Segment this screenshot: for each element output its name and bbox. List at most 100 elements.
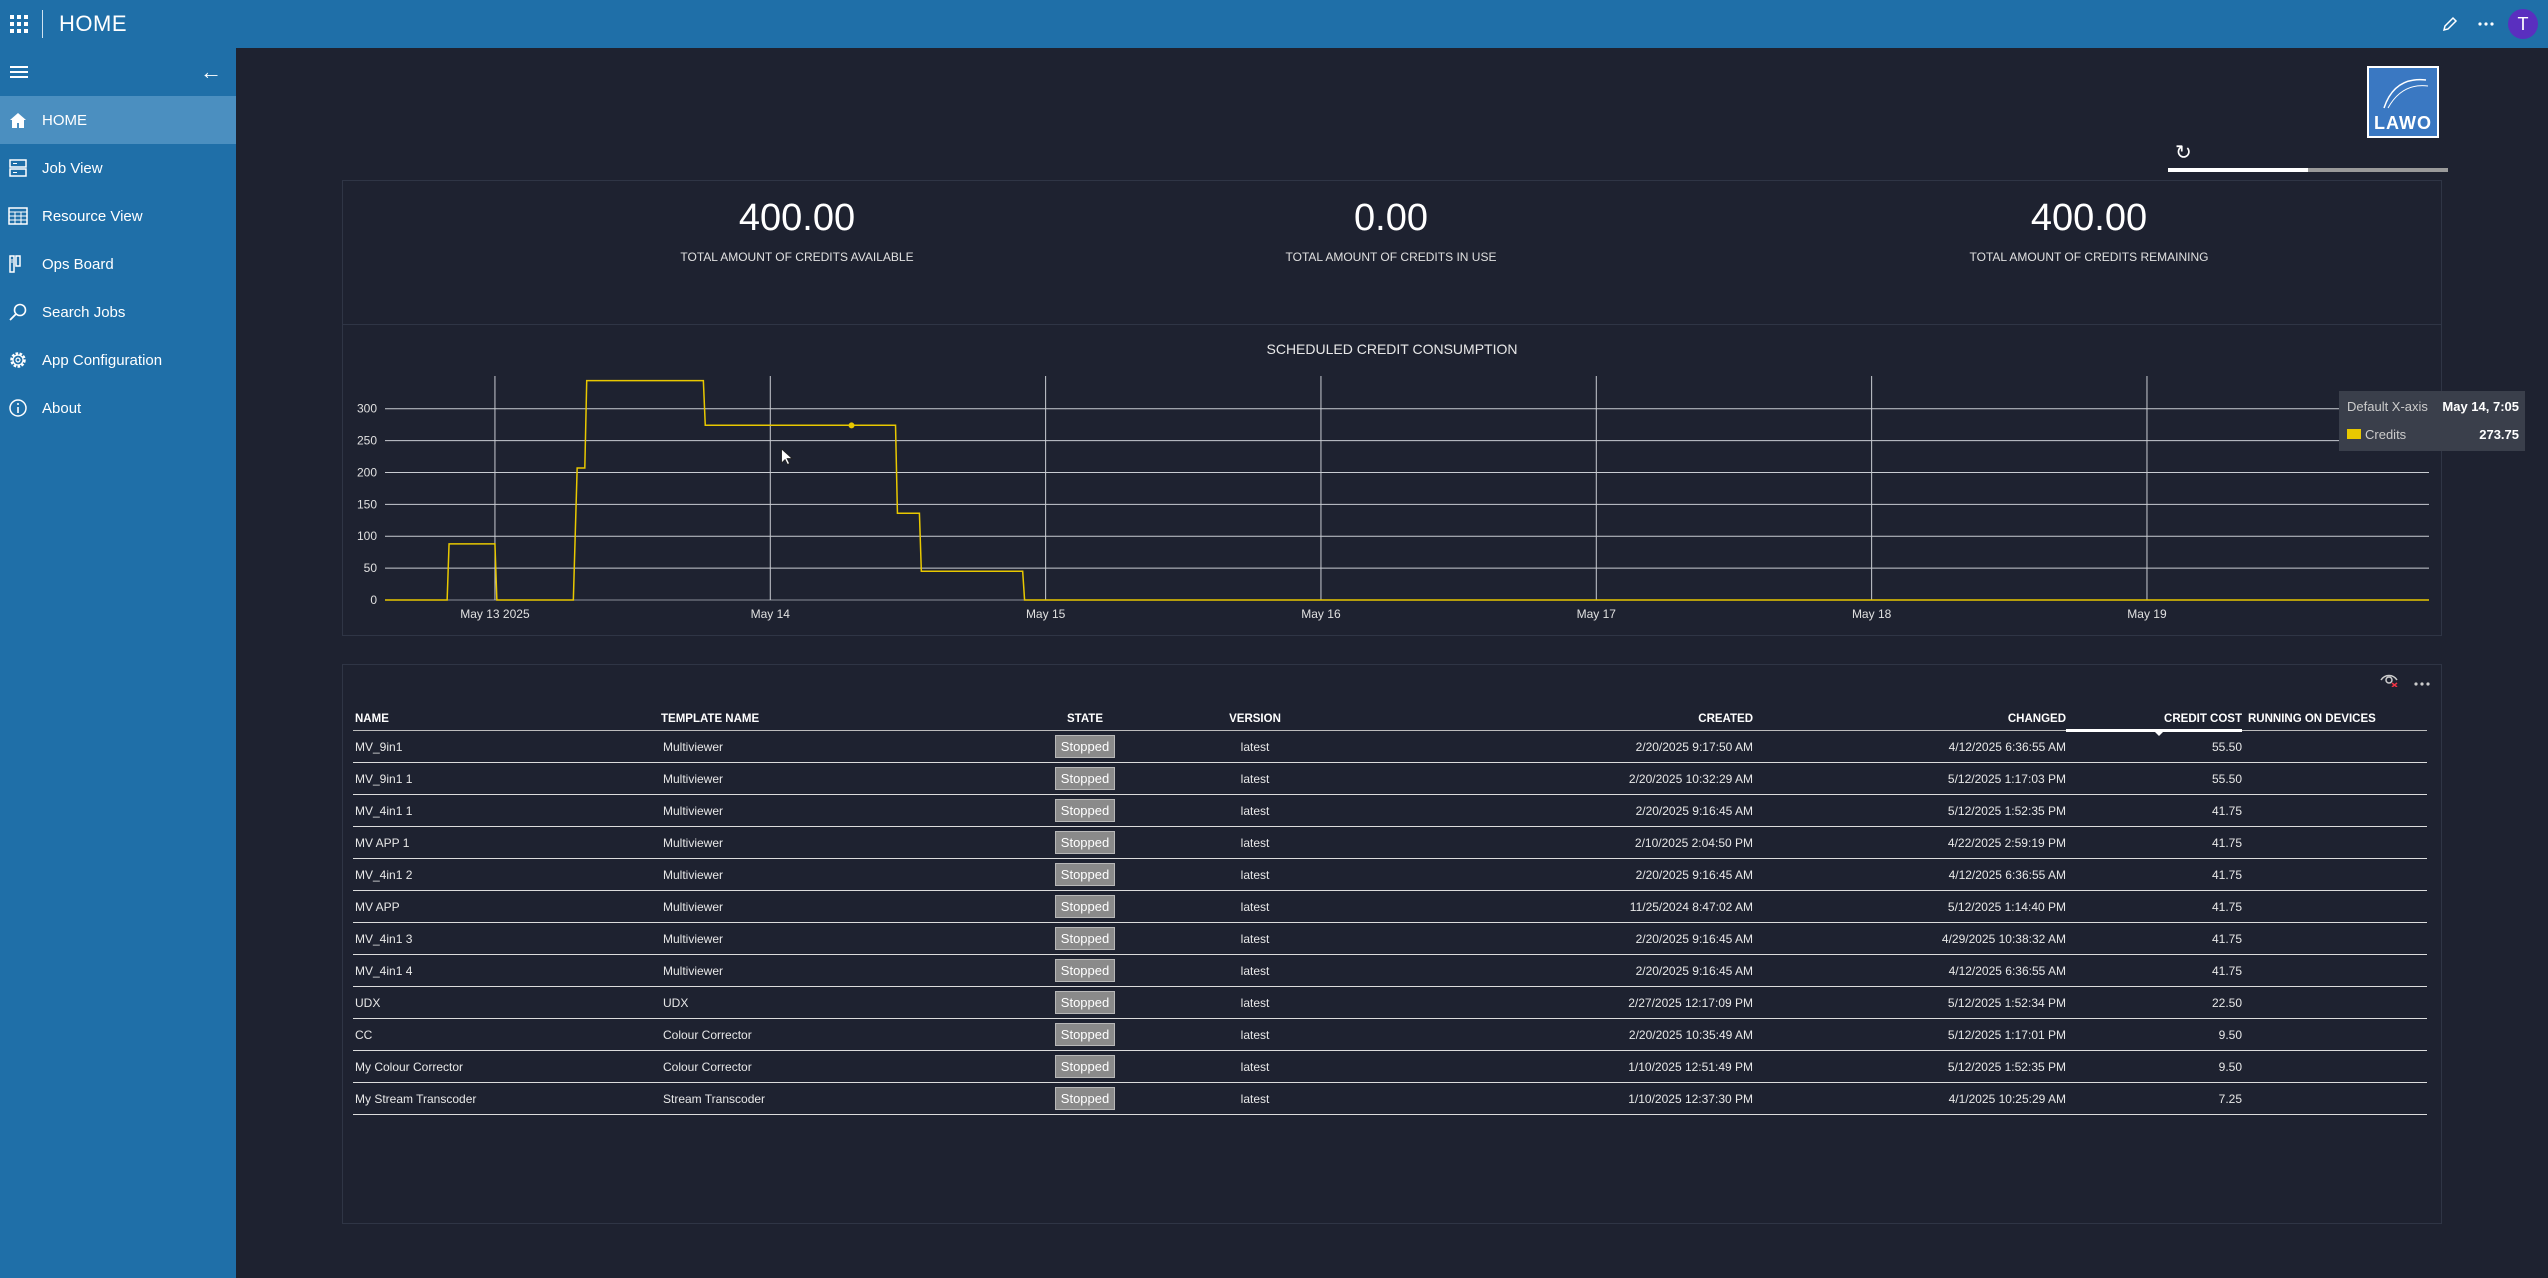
cell-credit-cost: 41.75 (2211, 835, 2242, 850)
home-icon (8, 109, 34, 131)
table-body: MV_9in1 Multiviewer Stopped latest 2/20/2025… (353, 731, 2427, 1115)
kpi-label: TOTAL AMOUNT OF CREDITS REMAINING (1969, 250, 2209, 264)
sidebar: ← HOME Job View Resource View Ops Board … (0, 48, 236, 1278)
cell-name: MV_4in1 1 (355, 803, 413, 818)
kpi-label: TOTAL AMOUNT OF CREDITS IN USE (1285, 250, 1497, 264)
table-more-options-button[interactable] (2413, 671, 2431, 692)
cell-name: CC (355, 1027, 373, 1042)
cell-created: 2/20/2025 9:17:50 AM (1635, 739, 1753, 754)
status-badge: Stopped (1054, 991, 1116, 1014)
eye-off-icon (2380, 674, 2398, 688)
cell-template-name: Multiviewer (663, 931, 724, 946)
cell-created: 1/10/2025 12:37:30 PM (1628, 1091, 1753, 1106)
sidebar-item-label: Ops Board (42, 255, 114, 273)
table-row[interactable]: MV_4in1 4 Multiviewer Stopped latest 2/20/20… (353, 955, 2427, 987)
cell-changed: 4/12/2025 6:36:55 AM (1948, 739, 2066, 754)
x-tick-label: May 14 (751, 607, 791, 621)
cell-state: Stopped (1025, 795, 1145, 826)
cell-state: Stopped (1025, 731, 1145, 762)
cell-state: Stopped (1025, 827, 1145, 858)
cell-version: latest (1240, 963, 1270, 978)
sidebar-item-resource-view[interactable]: Resource View (0, 192, 236, 240)
status-badge: Stopped (1054, 895, 1116, 918)
status-badge: Stopped (1054, 1023, 1116, 1046)
table-row[interactable]: MV_4in1 3 Multiviewer Stopped latest 2/20/20… (353, 923, 2427, 955)
cell-changed: 5/12/2025 1:52:35 PM (1947, 803, 2066, 818)
cell-created: 2/20/2025 9:16:45 AM (1635, 931, 1753, 946)
status-badge: Stopped (1054, 927, 1116, 950)
x-tick-label: May 16 (1301, 607, 1341, 621)
cell-credit-cost: 55.50 (2211, 771, 2242, 786)
sidebar-item-search-jobs[interactable]: Search Jobs (0, 288, 236, 336)
cell-state: Stopped (1025, 1019, 1145, 1050)
app-launcher-button[interactable] (0, 0, 38, 48)
more-options-button[interactable] (2468, 0, 2504, 48)
sidebar-item-app-configuration[interactable]: App Configuration (0, 336, 236, 384)
sidebar-header: ← (0, 48, 236, 96)
cell-name: MV_4in1 4 (355, 963, 413, 978)
calendar-grid-icon (8, 205, 34, 227)
table-row[interactable]: My Stream Transcoder Stream Transcoder Sto… (353, 1083, 2427, 1115)
cell-credit-cost: 9.50 (2218, 1027, 2242, 1042)
hamburger-icon[interactable] (10, 66, 28, 78)
sidebar-item-home[interactable]: HOME (0, 96, 236, 144)
cell-credit-cost: 7.25 (2218, 1091, 2242, 1106)
hide-columns-button[interactable] (2379, 671, 2399, 692)
kpi-value: 400.00 (2030, 197, 2148, 239)
column-header-name[interactable]: NAME (355, 712, 389, 725)
table-row[interactable]: MV_4in1 2 Multiviewer Stopped latest 2/20/20… (353, 859, 2427, 891)
table-row[interactable]: MV_9in1 Multiviewer Stopped latest 2/20/2025… (353, 731, 2427, 763)
status-badge: Stopped (1054, 735, 1116, 758)
column-header-version[interactable]: VERSION (1229, 712, 1281, 725)
cell-credit-cost: 9.50 (2218, 1059, 2242, 1074)
column-header-credit-cost[interactable]: CREDIT COST (2164, 712, 2242, 725)
cell-changed: 4/12/2025 6:36:55 AM (1948, 867, 2066, 882)
table-row[interactable]: MV APP 1 Multiviewer Stopped latest 2/10/202… (353, 827, 2427, 859)
table-row[interactable]: My Colour Corrector Colour Corrector Stopp… (353, 1051, 2427, 1083)
series-line-credits (385, 379, 2429, 601)
cell-changed: 4/22/2025 2:59:19 PM (1947, 835, 2066, 850)
cell-version: latest (1240, 835, 1270, 850)
cell-name: MV_9in1 (355, 739, 403, 754)
table-row[interactable]: MV_4in1 1 Multiviewer Stopped latest 2/20/20… (353, 795, 2427, 827)
sidebar-item-about[interactable]: About (0, 384, 236, 432)
cell-credit-cost: 41.75 (2211, 931, 2242, 946)
cell-template-name: Multiviewer (663, 867, 724, 882)
cell-changed: 5/12/2025 1:14:40 PM (1947, 899, 2066, 914)
table-row[interactable]: MV_9in1 1 Multiviewer Stopped latest 2/20/20… (353, 763, 2427, 795)
column-header-changed[interactable]: CHANGED (2007, 712, 2066, 725)
status-badge: Stopped (1054, 767, 1116, 790)
cell-created: 2/20/2025 10:35:49 AM (1628, 1027, 1753, 1042)
column-header-created[interactable]: CREATED (1698, 712, 1753, 725)
cell-created: 1/10/2025 12:51:49 PM (1628, 1059, 1753, 1074)
cell-template-name: Multiviewer (663, 771, 724, 786)
cell-state: Stopped (1025, 1083, 1145, 1114)
back-arrow-icon[interactable]: ← (200, 59, 222, 84)
cell-version: latest (1240, 931, 1270, 946)
cell-version: latest (1240, 899, 1270, 914)
column-header-template-name[interactable]: TEMPLATE NAME (661, 712, 760, 725)
jobs-table: NAME TEMPLATE NAME STATE VERSION CREATED… (353, 707, 2427, 1115)
cell-template-name: Colour Corrector (663, 1027, 752, 1042)
sidebar-item-label: HOME (42, 111, 87, 129)
edit-button[interactable] (2432, 0, 2468, 48)
info-icon (8, 397, 34, 419)
ops-board-icon (8, 253, 34, 275)
more-horizontal-icon (2478, 22, 2494, 26)
search-icon (8, 301, 34, 323)
status-badge: Stopped (1054, 831, 1116, 854)
credit-consumption-chart[interactable]: 0 50 100 150 200 250 300 May 13 2025 May 14 May 1… (343, 325, 2443, 637)
more-horizontal-icon (2414, 682, 2430, 686)
column-header-running-on-devices[interactable]: RUNNING ON DEVICES (2248, 712, 2376, 725)
sort-indicator (2066, 729, 2242, 736)
table-row[interactable]: UDX UDX Stopped latest 2/27/2025 12:17:09 PM… (353, 987, 2427, 1019)
sidebar-item-ops-board[interactable]: Ops Board (0, 240, 236, 288)
column-header-state[interactable]: STATE (1067, 712, 1103, 725)
user-avatar[interactable]: T (2508, 9, 2538, 39)
sidebar-item-job-view[interactable]: Job View (0, 144, 236, 192)
x-tick-label: May 19 (2127, 607, 2167, 621)
cell-template-name: UDX (663, 995, 689, 1010)
table-row[interactable]: CC Colour Corrector Stopped latest 2/20/2025… (353, 1019, 2427, 1051)
refresh-button[interactable]: ↻ (2175, 140, 2192, 165)
table-row[interactable]: MV APP Multiviewer Stopped latest 11/25/2024… (353, 891, 2427, 923)
